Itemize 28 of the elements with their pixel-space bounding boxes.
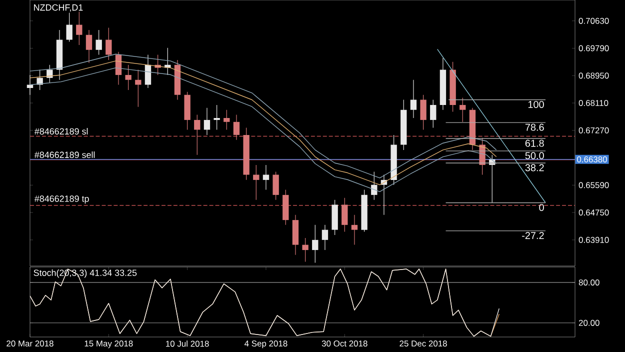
ref-line-label: #84662189 tp [34,196,89,204]
series-label: -27.2 [522,232,544,239]
series-label: 38.2 [525,164,544,172]
x-tick-label: 15 May 2018 [84,340,133,348]
series-label: 0 [539,204,544,212]
y-tick-label: 0.63910 [578,236,609,243]
x-tick-label: 10 Jul 2018 [166,340,209,347]
y-tick-label: 0.65590 [578,182,609,188]
ref-line-label: #84662189 sl [34,128,88,135]
series-label: 61.8 [525,140,544,147]
series-label: 100 [528,100,544,108]
y-tick-label: 0.67270 [578,127,609,134]
y-tick-label: 0.68110 [578,100,608,106]
x-tick-label: 4 Sep 2018 [244,340,288,348]
chart-title: NZDCHF,D1 [34,4,83,12]
series-label: 78.6 [525,124,544,131]
x-tick-label: 20 Mar 2018 [6,340,54,347]
ref-line-label: 0.66380 [577,156,607,162]
y-tick-label: 0.69790 [578,45,609,52]
y-tick-label: 0.64750 [578,210,609,216]
x-tick-label: 25 Dec 2018 [400,340,447,347]
y-tick-label: 0.70630 [578,18,609,24]
y-tick-label: 80.00 [578,279,600,286]
series-label: 50.0 [525,152,544,160]
y-tick-label: 0.68950 [578,72,609,79]
ref-line-label: #84662189 sell [34,151,95,158]
y-tick-label: 20.00 [578,320,600,326]
x-tick-label: 30 Oct 2018 [322,340,368,347]
